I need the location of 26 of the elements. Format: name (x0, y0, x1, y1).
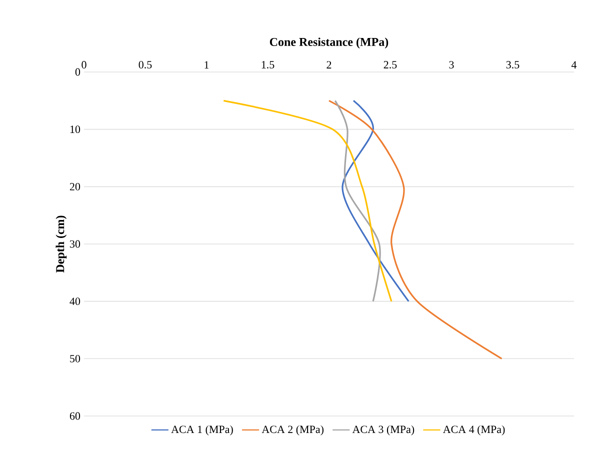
y-tick-label: 0 (75, 68, 80, 76)
y-axis-title: Depth (cm) (56, 216, 67, 273)
y-tick-label: 10 (70, 126, 80, 134)
x-tick-label: 3.5 (506, 61, 520, 68)
line-series (328, 100, 503, 360)
legend-label: ACA 4 (MPa) (442, 425, 505, 436)
legend-label: ACA 2 (MPa) (262, 425, 324, 436)
y-tick-label: 40 (70, 298, 80, 306)
x-tick-label: 1 (204, 61, 209, 68)
x-axis-title: Cone Resistance (MPa) (270, 38, 388, 48)
y-tick-label: 20 (70, 182, 80, 190)
x-tick-label: 2.5 (384, 61, 397, 68)
x-tick-label: 0 (82, 61, 86, 68)
y-tick-label: 60 (70, 412, 80, 420)
x-tick-label: 0.5 (138, 61, 152, 68)
legend-label: ACA 3 (MPa) (352, 425, 414, 436)
line-series (342, 100, 410, 302)
x-tick-label: 1.5 (262, 61, 274, 68)
x-tick-label: 4 (571, 61, 577, 68)
legend-label: ACA 1 (MPa) (171, 425, 233, 436)
x-tick-label: 3 (449, 61, 454, 68)
y-tick-label: 30 (70, 240, 80, 248)
line-series (222, 100, 392, 302)
line-series (334, 100, 381, 302)
x-tick-label: 2 (326, 61, 332, 68)
y-tick-label: 50 (70, 354, 80, 362)
